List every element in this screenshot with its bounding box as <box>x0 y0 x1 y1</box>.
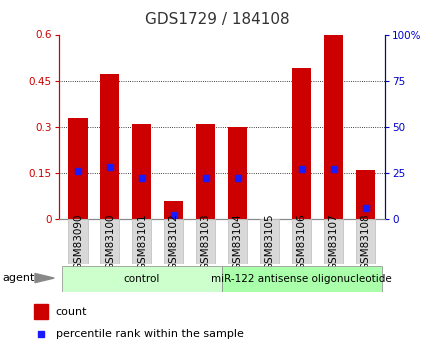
Bar <box>34 304 48 319</box>
Text: agent: agent <box>2 274 34 283</box>
Bar <box>196 124 215 219</box>
Text: GSM83102: GSM83102 <box>168 213 178 270</box>
Bar <box>221 266 381 292</box>
Bar <box>292 68 311 219</box>
Text: GSM83101: GSM83101 <box>137 213 147 270</box>
Bar <box>355 219 375 264</box>
Text: GSM83107: GSM83107 <box>328 213 338 270</box>
Bar <box>68 118 87 219</box>
Bar <box>228 127 247 219</box>
Text: miR-122 antisense oligonucleotide: miR-122 antisense oligonucleotide <box>211 274 391 284</box>
Text: GSM83100: GSM83100 <box>105 213 115 270</box>
Bar <box>228 219 247 264</box>
Text: GSM83108: GSM83108 <box>360 213 370 270</box>
Text: GDS1729 / 184108: GDS1729 / 184108 <box>145 12 289 27</box>
Text: GSM83090: GSM83090 <box>73 213 83 270</box>
Text: GSM83103: GSM83103 <box>201 213 210 270</box>
Bar <box>323 219 342 264</box>
Bar <box>132 219 151 264</box>
Text: GSM83105: GSM83105 <box>264 213 274 270</box>
Polygon shape <box>35 274 54 283</box>
Bar <box>100 75 119 219</box>
Bar <box>132 124 151 219</box>
Bar <box>164 201 183 219</box>
Bar <box>323 34 342 219</box>
Text: count: count <box>56 307 87 317</box>
Bar <box>62 266 221 292</box>
Bar <box>100 219 119 264</box>
Text: control: control <box>123 274 160 284</box>
Text: percentile rank within the sample: percentile rank within the sample <box>56 329 243 339</box>
Bar <box>68 219 87 264</box>
Text: GSM83104: GSM83104 <box>232 213 242 270</box>
Text: GSM83106: GSM83106 <box>296 213 306 270</box>
Bar <box>196 219 215 264</box>
Bar <box>355 170 375 219</box>
Bar <box>260 219 279 264</box>
Bar <box>292 219 311 264</box>
Bar <box>164 219 183 264</box>
